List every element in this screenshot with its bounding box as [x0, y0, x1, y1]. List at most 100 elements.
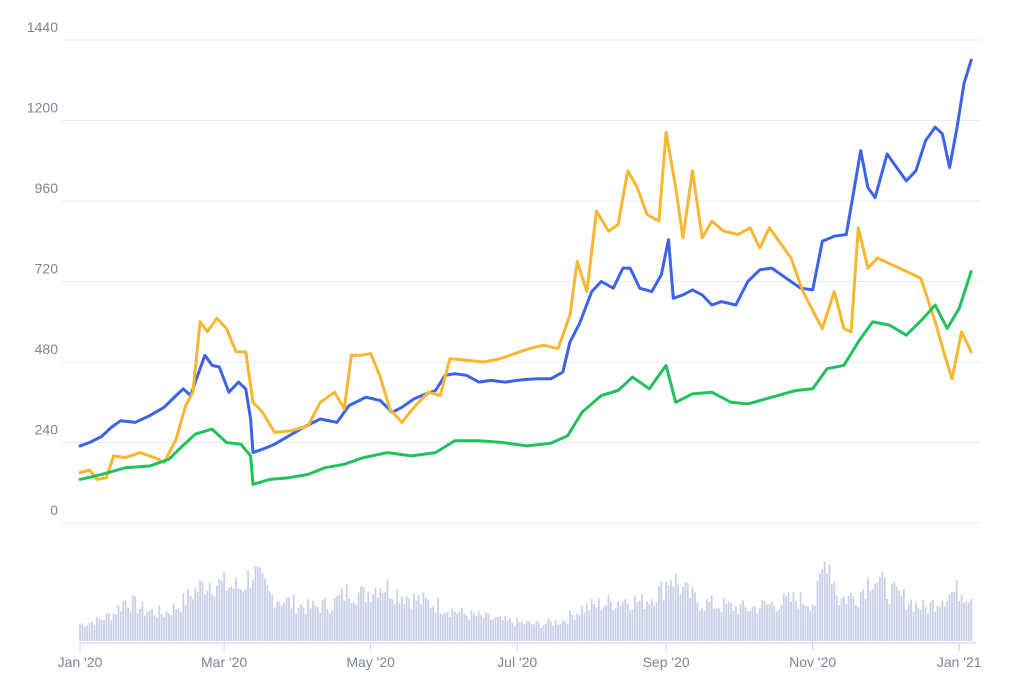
volume-bar — [770, 602, 773, 641]
volume-bar — [290, 607, 293, 641]
volume-bar — [922, 599, 925, 641]
volume-bar — [211, 594, 214, 641]
volume-bar — [766, 604, 768, 641]
volume-bar — [967, 602, 970, 641]
x-tick-label: Jul '20 — [497, 654, 537, 670]
volume-bar — [939, 606, 941, 641]
volume-bar — [240, 589, 242, 641]
volume-bar — [107, 613, 110, 641]
volume-bar — [768, 604, 771, 641]
x-tick-label: Jan '20 — [58, 654, 103, 670]
volume-bar — [533, 624, 535, 641]
volume-bar — [458, 611, 461, 641]
volume-bar — [360, 586, 362, 641]
volume-bar — [746, 611, 749, 641]
volume-bar — [842, 596, 845, 641]
volume-bar — [364, 602, 367, 641]
volume-bar — [408, 598, 410, 641]
volume-bar — [706, 599, 708, 641]
volume-bar — [297, 607, 300, 641]
volume-bar — [237, 588, 240, 641]
volume-bar — [415, 600, 418, 641]
y-tick-label: 720 — [35, 261, 59, 277]
volume-bar — [607, 594, 610, 641]
y-tick-label: 240 — [35, 422, 59, 438]
volume-bar — [509, 618, 511, 641]
volume-bar — [828, 564, 831, 641]
volume-bar — [465, 615, 468, 641]
volume-bar — [139, 608, 141, 641]
series-line-2 — [78, 130, 973, 481]
volume-bar — [367, 591, 370, 641]
volume-bar — [199, 580, 202, 641]
volume-bar — [869, 591, 872, 641]
volume-bar — [204, 594, 206, 641]
volume-bar — [518, 622, 521, 641]
volume-bar — [794, 600, 797, 641]
volume-bar — [953, 591, 956, 641]
volume-bar — [936, 605, 939, 641]
volume-bar — [910, 599, 913, 641]
volume-bar — [391, 599, 394, 641]
volume-bar — [456, 613, 459, 641]
volume-bar — [300, 604, 302, 641]
volume-bar — [81, 623, 84, 641]
volume-bar — [888, 604, 891, 641]
volume-bar — [694, 592, 696, 641]
volume-bar — [134, 596, 137, 641]
volume-bar — [146, 612, 149, 641]
volume-bar — [254, 566, 257, 641]
volume-bar — [917, 607, 920, 641]
volume-bar — [951, 592, 953, 641]
volume-bar — [658, 586, 660, 641]
volume-bar — [722, 598, 725, 641]
volume-bar — [535, 620, 538, 641]
volume-bar — [136, 613, 139, 641]
volume-bar — [256, 566, 259, 641]
volume-bar — [437, 598, 439, 641]
volume-bar — [583, 612, 586, 641]
volume-bar — [528, 621, 531, 641]
volume-bar — [799, 592, 802, 641]
y-tick-label: 1200 — [27, 100, 58, 116]
volume-bar — [326, 609, 329, 641]
volume-bar — [492, 619, 495, 641]
volume-bar — [891, 584, 893, 641]
volume-bars — [79, 561, 973, 641]
volume-bar — [631, 609, 634, 641]
volume-bar — [898, 590, 901, 641]
volume-bar — [288, 597, 290, 641]
volume-bar — [540, 627, 543, 641]
volume-bar — [629, 610, 631, 641]
volume-bar — [773, 605, 776, 641]
volume-bar — [919, 610, 922, 641]
volume-bar — [384, 592, 386, 641]
volume-bar — [336, 596, 338, 641]
volume-bar — [268, 591, 271, 641]
volume-bar — [177, 608, 180, 641]
volume-bar — [785, 596, 788, 641]
volume-bar — [345, 583, 348, 641]
volume-bar — [506, 619, 509, 641]
volume-bar — [756, 613, 759, 641]
volume-bar — [516, 618, 519, 641]
volume-bar — [444, 613, 447, 641]
volume-bar — [655, 602, 658, 641]
volume-bar — [523, 624, 526, 641]
volume-bar — [247, 570, 250, 641]
volume-bar — [249, 587, 252, 641]
volume-bar — [749, 611, 752, 641]
volume-bar — [362, 586, 365, 641]
volume-bar — [715, 607, 718, 641]
volume-bar — [595, 607, 598, 641]
volume-bar — [754, 606, 756, 641]
volume-bar — [903, 589, 905, 641]
volume-bar — [542, 624, 545, 641]
volume-bar — [576, 613, 579, 641]
volume-bar — [292, 594, 295, 641]
volume-bar — [751, 606, 754, 641]
volume-bar — [619, 605, 622, 641]
volume-bar — [557, 624, 559, 641]
volume-bar — [946, 600, 949, 641]
